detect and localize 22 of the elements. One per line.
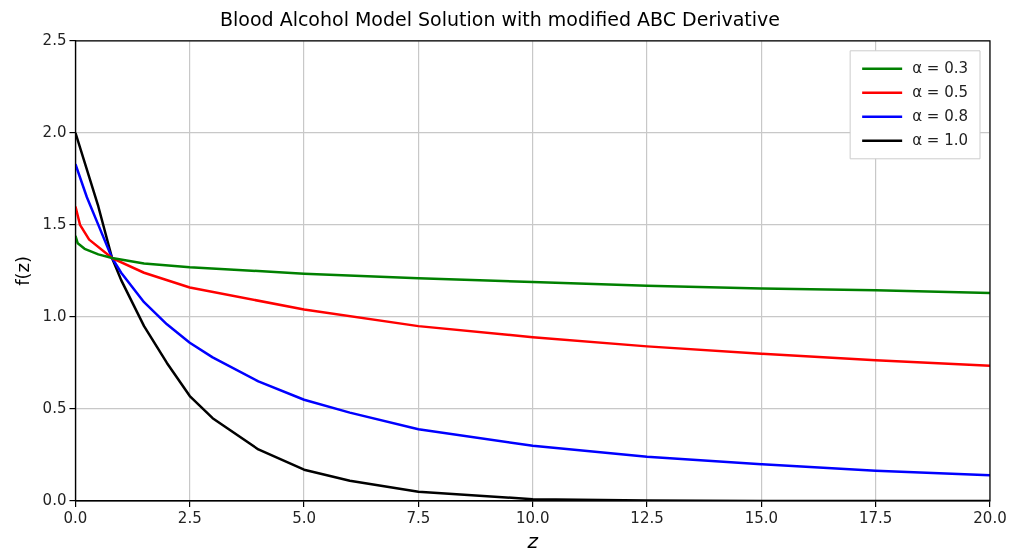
y-tick-label: 1.5 (42, 214, 67, 233)
x-tick-label: 7.5 (406, 508, 431, 527)
legend-label: α = 0.8 (912, 106, 969, 125)
legend-label: α = 0.3 (912, 58, 969, 77)
y-tick-label: 2.5 (42, 30, 67, 49)
x-tick-label: 12.5 (630, 508, 664, 527)
y-tick-label: 0.0 (42, 490, 67, 509)
x-tick-label: 10.0 (516, 508, 550, 527)
x-tick-label: 0.0 (63, 508, 88, 527)
y-axis-title: f(z) (12, 255, 34, 286)
x-tick-label: 20.0 (973, 508, 1007, 527)
y-tick-label: 0.5 (42, 398, 67, 417)
legend-label: α = 1.0 (912, 130, 969, 149)
y-tick-label: 2.0 (42, 122, 67, 141)
x-tick-label: 15.0 (744, 508, 779, 527)
y-tick-label: 1.0 (42, 306, 67, 325)
x-tick-label: 5.0 (292, 508, 317, 527)
x-tick-label: 17.5 (858, 508, 893, 527)
chart-title: Blood Alcohol Model Solution with modified ABC Derivative (219, 8, 781, 31)
x-tick-label: 2.5 (177, 508, 202, 527)
x-axis-title: z (526, 529, 539, 554)
legend-label: α = 0.5 (912, 82, 969, 101)
